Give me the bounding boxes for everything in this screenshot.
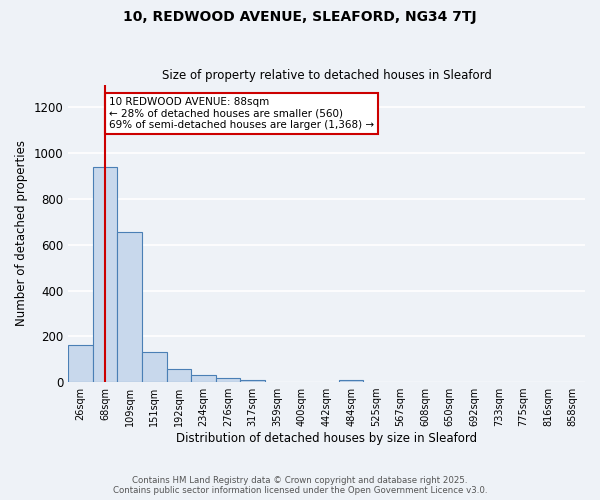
Bar	[216, 378, 241, 382]
Bar	[191, 375, 216, 382]
Y-axis label: Number of detached properties: Number of detached properties	[15, 140, 28, 326]
Title: Size of property relative to detached houses in Sleaford: Size of property relative to detached ho…	[161, 69, 491, 82]
Bar	[142, 352, 167, 382]
Bar	[118, 232, 142, 382]
Bar	[339, 380, 364, 382]
Bar	[68, 346, 93, 382]
X-axis label: Distribution of detached houses by size in Sleaford: Distribution of detached houses by size …	[176, 432, 477, 445]
Bar	[167, 369, 191, 382]
Text: 10 REDWOOD AVENUE: 88sqm
← 28% of detached houses are smaller (560)
69% of semi-: 10 REDWOOD AVENUE: 88sqm ← 28% of detach…	[109, 97, 374, 130]
Bar	[93, 167, 118, 382]
Text: Contains HM Land Registry data © Crown copyright and database right 2025.
Contai: Contains HM Land Registry data © Crown c…	[113, 476, 487, 495]
Bar	[241, 380, 265, 382]
Text: 10, REDWOOD AVENUE, SLEAFORD, NG34 7TJ: 10, REDWOOD AVENUE, SLEAFORD, NG34 7TJ	[123, 10, 477, 24]
